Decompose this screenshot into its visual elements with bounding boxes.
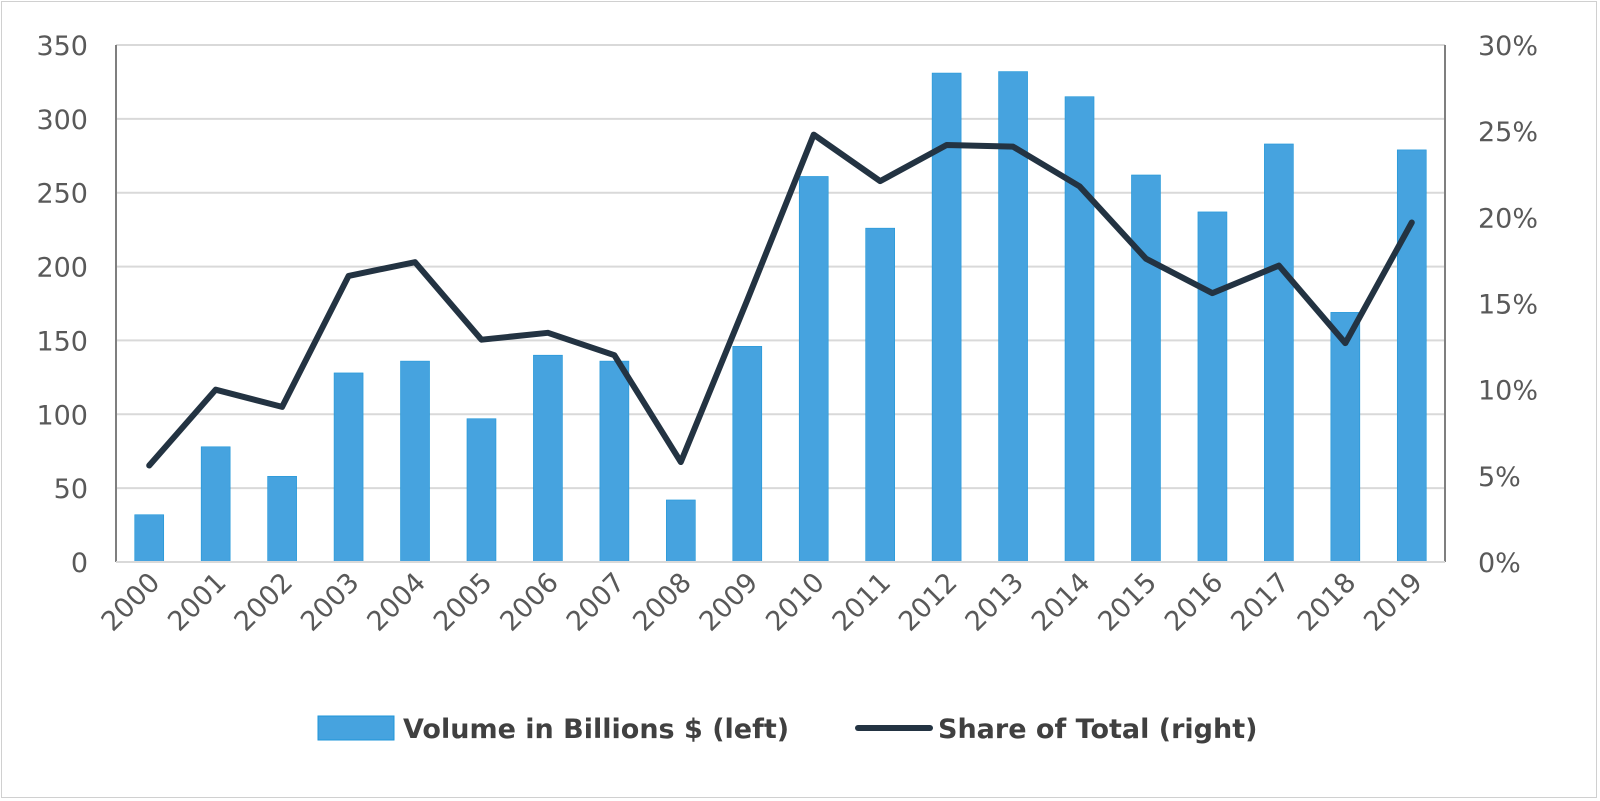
bar-2012: [931, 72, 962, 563]
x-tick-label: 2007: [561, 567, 632, 638]
left-tick-label: 0: [71, 548, 88, 579]
left-tick-label: 250: [36, 179, 88, 210]
x-tick-label: 2013: [960, 567, 1031, 638]
x-tick-label: 2016: [1159, 567, 1230, 638]
x-tick-label: 2017: [1225, 567, 1296, 638]
bar-2019: [1396, 149, 1427, 563]
bar-2000: [134, 514, 165, 563]
share-line: [146, 131, 1415, 469]
bar-2014: [1064, 96, 1095, 563]
axes: [115, 45, 1446, 563]
bar-2011: [865, 227, 895, 563]
bar-2018: [1330, 312, 1361, 563]
right-tick-label: 20%: [1478, 203, 1538, 234]
bar-2001: [200, 446, 231, 563]
left-tick-label: 200: [36, 253, 88, 284]
x-tick-label: 2009: [694, 567, 765, 638]
right-tick-label: 25%: [1478, 117, 1538, 148]
tick-labels: 0 50 100 150 200 250 300 350 0% 5% 10% 15% 20% 25% 30%…: [36, 31, 1538, 638]
x-tick-label: 2018: [1292, 567, 1363, 638]
right-tick-label: 5%: [1478, 462, 1521, 493]
bar-2010: [798, 176, 829, 563]
legend-bar-swatch: [317, 715, 395, 741]
gridlines: [116, 44, 1445, 490]
x-tick-label: 2008: [627, 567, 698, 638]
bar-2007: [599, 360, 630, 563]
right-tick-label: 15%: [1478, 290, 1538, 321]
left-tick-label: 100: [36, 400, 88, 431]
bar-2017: [1264, 143, 1294, 563]
x-tick-label: 2001: [162, 567, 233, 638]
bar-2004: [400, 360, 430, 563]
legend-line-label: Share of Total (right): [938, 714, 1257, 745]
x-tick-label: 2014: [1026, 567, 1097, 638]
x-tick-label: 2004: [361, 567, 432, 638]
x-tick-label: 2006: [494, 567, 565, 638]
legend: Volume in Billions $ (left) Share of Tot…: [317, 714, 1257, 745]
left-tick-label: 50: [54, 474, 88, 505]
x-tick-label: 2010: [760, 567, 831, 638]
legend-bar-label: Volume in Billions $ (left): [403, 714, 789, 745]
bar-2003: [333, 372, 364, 563]
bar-2002: [267, 476, 297, 563]
x-tick-label: 2019: [1358, 567, 1429, 638]
right-tick-label: 30%: [1478, 31, 1538, 62]
x-tick-label: 2012: [893, 567, 964, 638]
x-tick-label: 2005: [428, 567, 499, 638]
bar-2008: [666, 499, 696, 563]
bar-2015: [1131, 174, 1161, 563]
bar-2016: [1197, 211, 1228, 563]
x-tick-label: 2003: [295, 567, 366, 638]
left-tick-label: 350: [36, 31, 88, 62]
x-tick-label: 2011: [827, 567, 898, 638]
left-tick-label: 150: [36, 326, 88, 357]
bar-2005: [466, 418, 497, 563]
right-tick-label: 10%: [1478, 376, 1538, 407]
bar-2009: [732, 346, 763, 563]
bar-2006: [533, 354, 563, 563]
bar-series: [134, 71, 1427, 563]
line-series: [146, 131, 1415, 469]
x-tick-label: 2002: [229, 567, 300, 638]
left-tick-label: 300: [36, 105, 88, 136]
x-tick-label: 2000: [96, 567, 167, 638]
x-tick-label: 2015: [1092, 567, 1163, 638]
right-tick-label: 0%: [1478, 548, 1521, 579]
